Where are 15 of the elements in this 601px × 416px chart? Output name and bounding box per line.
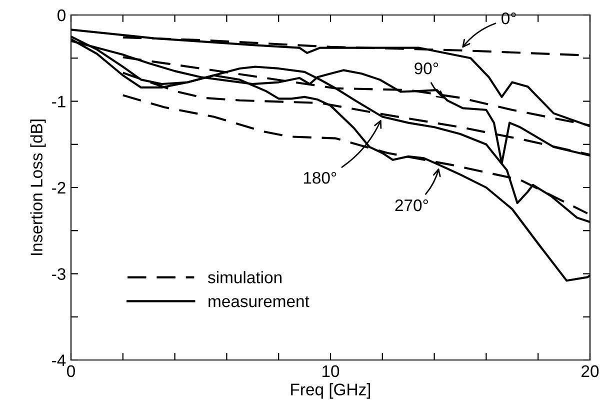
legend-label: measurement	[208, 296, 310, 308]
y-tick-label: -3	[52, 268, 66, 280]
y-tick-label: -1	[52, 96, 66, 108]
annotation: 90°	[414, 62, 438, 74]
legend-label: simulation	[208, 271, 282, 284]
x-tick-label: 20	[582, 365, 599, 378]
annotation: 270°	[395, 199, 428, 212]
x-tick-label: 10	[322, 365, 340, 378]
x-tick-label: 0	[67, 365, 75, 378]
y-tick-label: 0	[58, 9, 66, 22]
annotation: 180°	[304, 172, 336, 184]
y-tick-label: -4	[52, 354, 66, 366]
y-tick-label: -2	[52, 182, 66, 194]
y-axis-title: Insertion Loss [dB]	[30, 120, 46, 255]
x-axis-title: Freq [GHz]	[291, 383, 370, 399]
